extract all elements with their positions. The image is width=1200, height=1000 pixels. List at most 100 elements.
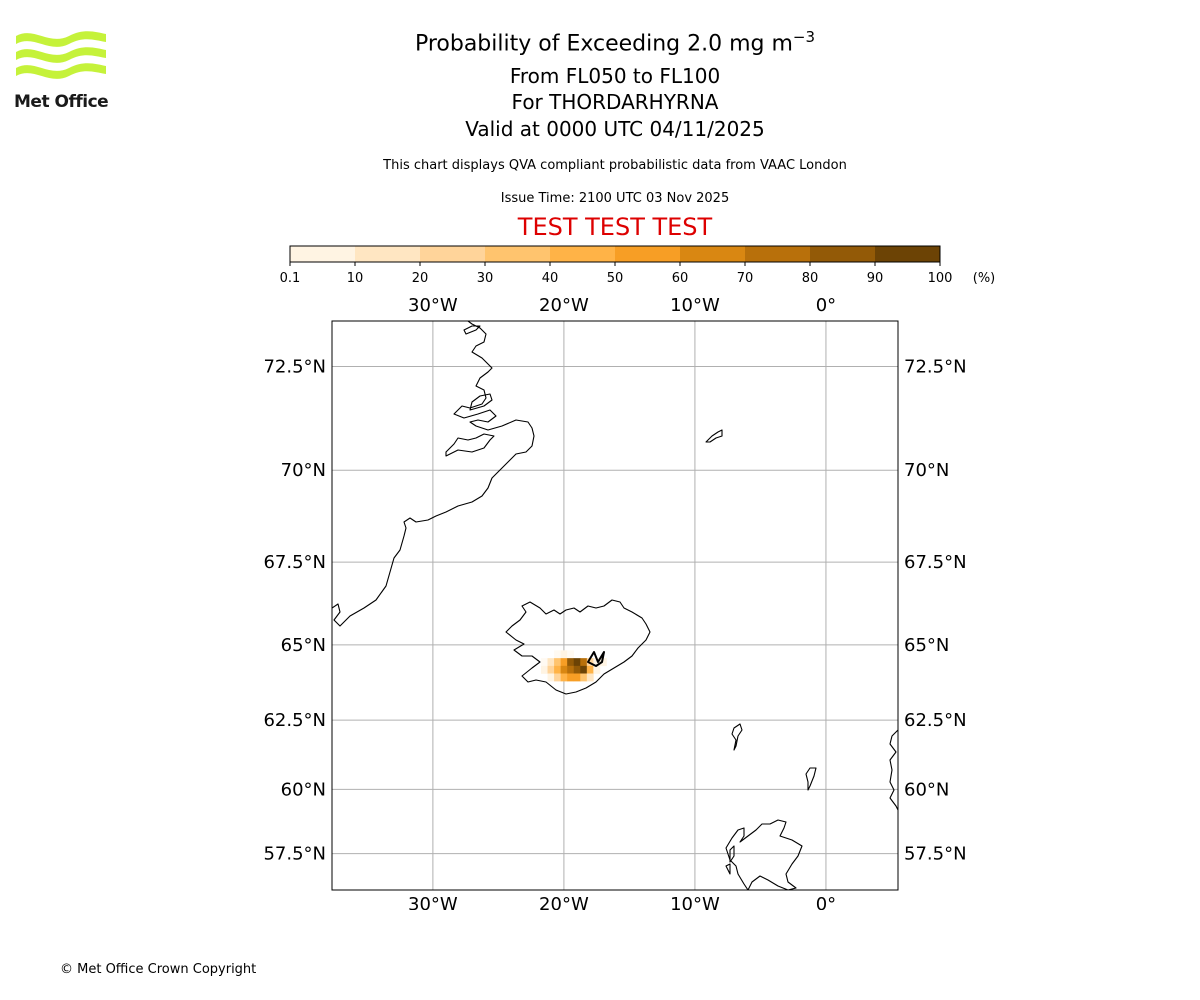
colorbar-tick-label: 20 — [412, 271, 429, 286]
lon-label-bottom: 0° — [816, 894, 836, 910]
axis-labels: 30°W 30°W 20°W 20°W 10°W 10°W 0° 0° 72.5°N 72.5°N… — [263, 295, 966, 910]
colorbar-swatch — [290, 246, 356, 262]
plume-cell — [580, 665, 588, 674]
plume-cell — [593, 665, 601, 674]
colorbar-tick-label: 80 — [802, 271, 819, 286]
plume-cell — [586, 665, 594, 674]
iceland-coast — [505, 599, 651, 695]
coastlines — [332, 321, 898, 890]
map: 30°W 30°W 20°W 20°W 10°W 10°W 0° 0° 72.5°N 72.5°N… — [263, 295, 966, 910]
map-frame — [331, 320, 899, 891]
lon-label-top: 30°W — [408, 295, 458, 316]
plume-cell — [554, 665, 561, 674]
faroe-islands-coast — [731, 723, 743, 751]
colorbar-swatch — [420, 246, 486, 262]
plume-cell — [573, 658, 581, 667]
plume-cell — [567, 658, 575, 667]
hebrides-coast — [725, 845, 735, 875]
lon-label-top: 20°W — [539, 295, 589, 316]
volcano-marker-icon — [587, 651, 605, 667]
greenland-fjord-3 — [463, 325, 481, 335]
colorbar-swatch — [745, 246, 811, 262]
graticule — [332, 321, 898, 890]
colorbar-swatch — [875, 246, 941, 262]
lat-label-right: 72.5°N — [904, 357, 967, 378]
lat-label-left: 70°N — [281, 460, 326, 481]
colorbar-swatch — [810, 246, 876, 262]
colorbar-unit: (%) — [973, 271, 996, 286]
lat-label-left: 57.5°N — [263, 844, 326, 865]
colorbar-swatch — [485, 246, 551, 262]
plume-cell — [540, 665, 548, 674]
plume-cell — [573, 665, 581, 674]
colorbar-tick-label: 0.1 — [280, 271, 301, 286]
lat-label-right: 57.5°N — [904, 844, 967, 865]
flight-levels: From FL050 to FL100 — [509, 64, 721, 88]
qva-note: This chart displays QVA compliant probab… — [383, 158, 847, 173]
shetland-coast — [805, 767, 817, 791]
met-office-logo — [16, 31, 106, 79]
lat-label-left: 72.5°N — [263, 357, 326, 378]
lon-label-bottom: 10°W — [670, 894, 720, 910]
colorbar-tick-label: 40 — [542, 271, 559, 286]
issue-time: Issue Time: 2100 UTC 03 Nov 2025 — [500, 191, 730, 206]
colorbar: 0.1 10 20 30 40 50 60 70 80 90 100 (%) — [280, 245, 996, 286]
plume-cell — [560, 665, 568, 674]
colorbar-tick-label: 100 — [928, 271, 953, 286]
plume-cell — [554, 673, 561, 682]
lon-label-bottom: 30°W — [408, 894, 458, 910]
plume-cell — [580, 658, 588, 667]
plume-cell — [547, 673, 555, 682]
plume-cell — [547, 658, 555, 667]
lat-label-left: 60°N — [281, 779, 326, 800]
plume-cell — [567, 650, 575, 659]
colorbar-tick-label: 60 — [672, 271, 689, 286]
lat-label-right: 67.5°N — [904, 552, 967, 573]
plume-cell — [540, 658, 548, 667]
copyright: © Met Office Crown Copyright — [60, 962, 257, 977]
colorbar-swatch — [615, 246, 681, 262]
colorbar-swatch — [680, 246, 746, 262]
colorbar-tick-label: 10 — [347, 271, 364, 286]
colorbar-swatch — [550, 246, 616, 262]
lat-label-right: 62.5°N — [904, 710, 967, 731]
colorbar-tick-label: 90 — [867, 271, 884, 286]
plume-cell — [554, 658, 561, 667]
jan-mayen-coast — [705, 429, 723, 443]
greenland-coast — [332, 321, 535, 627]
test-banner: TEST TEST TEST — [517, 213, 713, 241]
lat-label-left: 62.5°N — [263, 710, 326, 731]
scotland-coast — [725, 819, 803, 890]
plume-cell — [554, 650, 561, 659]
plume-cell — [547, 665, 555, 674]
chart-title: Probability of Exceeding 2.0 mg m−3 — [414, 28, 816, 57]
colorbar-swatch — [355, 246, 421, 262]
plume-cell — [580, 673, 588, 682]
lat-label-left: 65°N — [281, 635, 326, 656]
plume-cell — [560, 650, 568, 659]
colorbar-tick-label: 50 — [607, 271, 624, 286]
lon-label-top: 0° — [816, 295, 836, 316]
colorbar-tick-label: 70 — [737, 271, 754, 286]
logo-text: Met Office — [14, 92, 109, 112]
volcano-name: For THORDARHYRNA — [511, 90, 719, 114]
plume-cell — [586, 673, 594, 682]
plume-cell — [599, 658, 607, 667]
greenland-fjord-2 — [469, 393, 493, 411]
lon-label-bottom: 20°W — [539, 894, 589, 910]
plume-cell — [593, 658, 601, 667]
norway-coast — [889, 729, 898, 811]
valid-time: Valid at 0000 UTC 04/11/2025 — [465, 117, 765, 141]
lat-label-right: 65°N — [904, 635, 949, 656]
lat-label-right: 60°N — [904, 779, 949, 800]
plume-cell — [560, 673, 568, 682]
plume-cell — [567, 673, 575, 682]
plume-cell — [560, 658, 568, 667]
greenland-fjord-1 — [445, 433, 495, 457]
lon-label-top: 10°W — [670, 295, 720, 316]
colorbar-tick-label: 30 — [477, 271, 494, 286]
lat-label-right: 70°N — [904, 460, 949, 481]
lat-label-left: 67.5°N — [263, 552, 326, 573]
logo-waves-icon — [16, 31, 106, 79]
plume-cell — [573, 673, 581, 682]
